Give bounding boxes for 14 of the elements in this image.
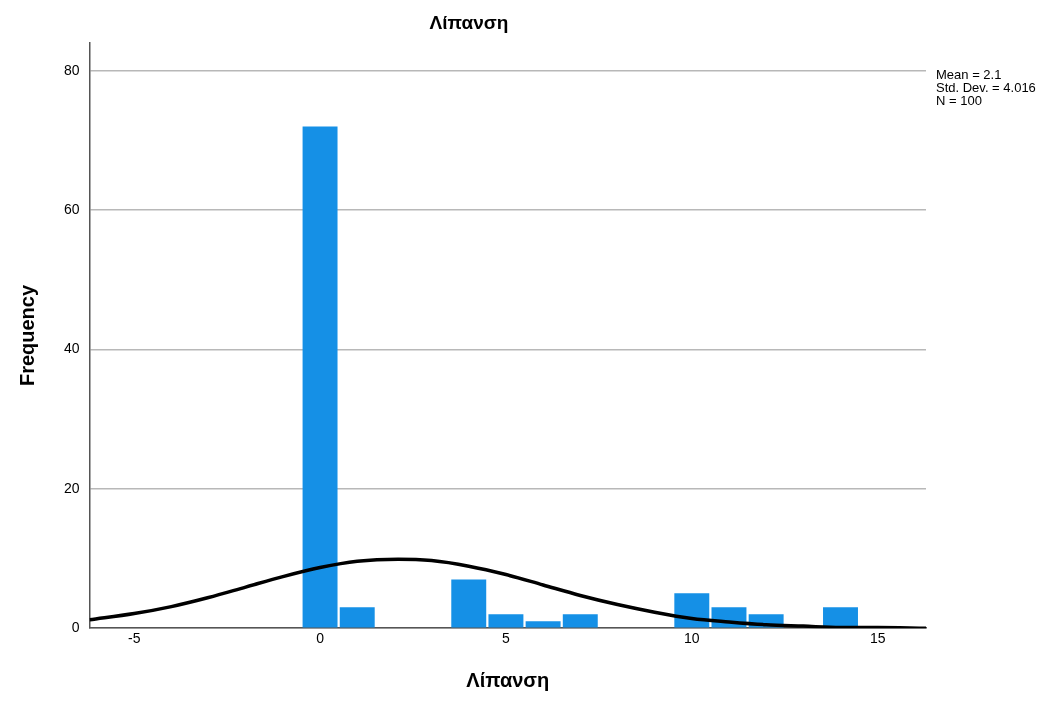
- y-tick-label: 60: [63, 200, 80, 217]
- y-tick-label: 20: [63, 479, 80, 496]
- text: Mean = 2.1 Std. Dev. = 4.016 N = 100: [936, 66, 1036, 108]
- y-tick-label: 80: [63, 61, 80, 78]
- chart-title: Λίπανση: [429, 11, 509, 33]
- x-axis-title: Λίπανση: [466, 668, 550, 691]
- x-tick-label: 5: [502, 630, 511, 647]
- y-tick-label: 0: [71, 619, 80, 636]
- x-tick-label: 0: [316, 630, 325, 647]
- y-axis-title: Frequency: [15, 284, 38, 387]
- x-tick-label: 10: [684, 630, 700, 647]
- x-tick-label: -5: [127, 630, 141, 647]
- x-tick-label: 15: [869, 630, 886, 647]
- y-tick-label: 40: [63, 340, 80, 357]
